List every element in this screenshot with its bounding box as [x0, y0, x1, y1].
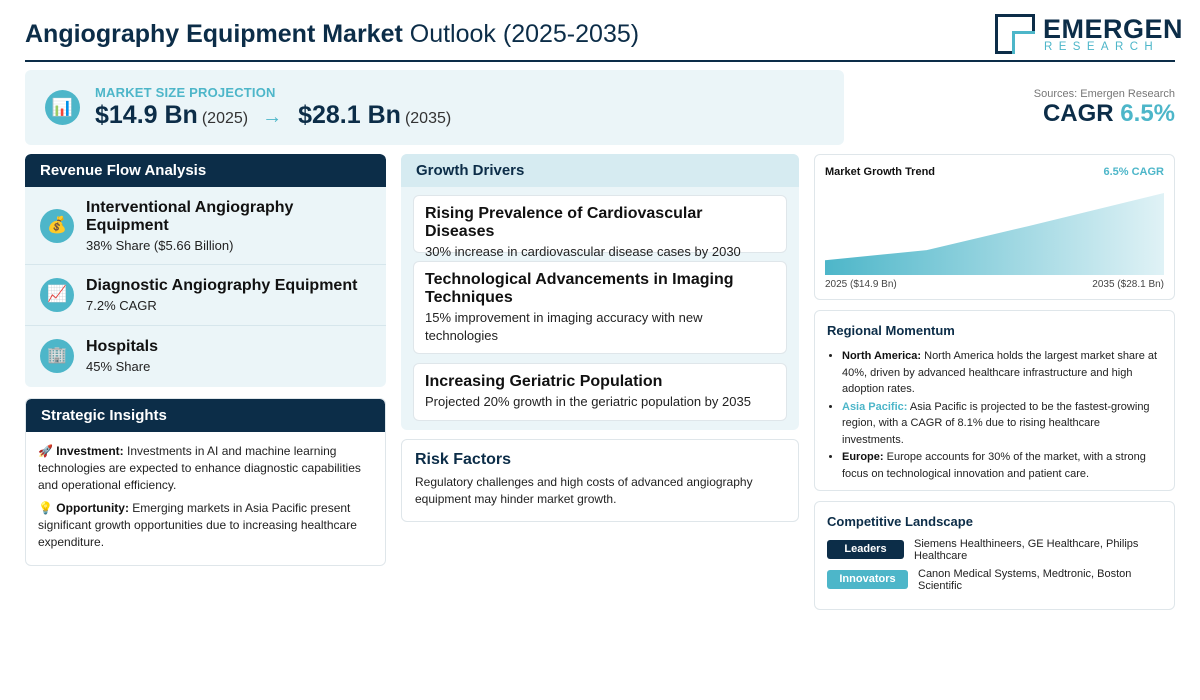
- strategic-insights-panel: Strategic Insights 🚀 Investment: Investm…: [25, 398, 386, 566]
- hospital-icon: 🏢: [40, 339, 74, 373]
- driver-title: Technological Advancements in Imaging Te…: [425, 271, 734, 306]
- risk-factors-text: Regulatory challenges and high costs of …: [415, 475, 753, 506]
- sources-note: Sources: Emergen Research: [1033, 88, 1175, 100]
- revenue-item-name: Hospitals: [86, 338, 159, 355]
- trend-start-label: 2025 ($14.9 Bn): [825, 279, 897, 290]
- growth-drivers-title: Growth Drivers: [401, 154, 799, 187]
- leaders-text: Siemens Healthineers, GE Healthcare, Phi…: [914, 538, 1139, 562]
- arrow-right-icon: →: [262, 106, 283, 128]
- innovators-badge: Innovators: [827, 570, 908, 589]
- region-name: North America:: [842, 350, 922, 362]
- revenue-item: 🏢 Hospitals 45% Share: [25, 326, 386, 387]
- driver-card: Increasing Geriatric Population Projecte…: [413, 363, 787, 421]
- revenue-item-sub: 7.2% CAGR: [86, 298, 157, 313]
- start-year: (2025): [201, 110, 249, 127]
- revenue-item-name: Interventional Angiography Equipment: [86, 199, 294, 234]
- strategic-insights-title: Strategic Insights: [26, 399, 385, 432]
- page-header: Angiography Equipment Market Outlook (20…: [25, 12, 1183, 62]
- growth-drivers-panel: Growth Drivers Rising Prevalence of Card…: [401, 154, 799, 430]
- logo-name: EMERGEN: [1043, 14, 1184, 44]
- emergen-logo: EMERGEN RESEARCH: [995, 14, 1183, 56]
- revenue-item-sub: 38% Share ($5.66 Billion): [86, 238, 234, 253]
- region-item-north-america: North America: North America holds the l…: [842, 348, 1162, 398]
- risk-factors-title: Risk Factors: [415, 451, 512, 468]
- revenue-item-name: Diagnostic Angiography Equipment: [86, 277, 358, 294]
- region-name: Europe:: [842, 451, 884, 463]
- revenue-item: 💰 Interventional Angiography Equipment 3…: [25, 187, 386, 265]
- growth-area-series: [825, 193, 1164, 275]
- regional-list: North America: North America holds the l…: [827, 348, 1162, 482]
- driver-card: Rising Prevalence of Cardiovascular Dise…: [413, 195, 787, 259]
- region-text: North America holds the largest market s…: [842, 350, 1158, 395]
- money-bag-icon: 💰: [40, 209, 74, 243]
- competitive-landscape-title: Competitive Landscape: [827, 514, 973, 529]
- insight-label: Investment:: [56, 444, 124, 458]
- insight-investment: 🚀 Investment: Investments in AI and mach…: [26, 443, 385, 494]
- region-item-asia-pacific: Asia Pacific: Asia Pacific is projected …: [842, 399, 1162, 449]
- competitive-landscape-panel: Competitive Landscape Leaders Siemens He…: [814, 501, 1175, 610]
- trend-up-icon: 📈: [40, 278, 74, 312]
- insight-label: Opportunity:: [56, 501, 129, 515]
- page-title: Angiography Equipment Market Outlook (20…: [25, 20, 639, 49]
- cagr-summary: CAGR 6.5%: [1043, 100, 1175, 128]
- market-growth-trend-card: Market Growth Trend 6.5% CAGR 2025 ($14.…: [814, 154, 1175, 300]
- projection-label: MARKET SIZE PROJECTION: [95, 85, 276, 100]
- driver-sub: Projected 20% growth in the geriatric po…: [425, 394, 751, 409]
- trend-title: Market Growth Trend: [825, 166, 936, 178]
- leaders-badge: Leaders: [827, 540, 904, 559]
- regional-momentum-title: Regional Momentum: [827, 323, 955, 338]
- insight-text: Emerging markets in Asia Pacific present…: [38, 501, 357, 549]
- bar-chart-icon: 📊: [45, 90, 80, 125]
- innovators-row: Innovators Canon Medical Systems, Medtro…: [827, 568, 1162, 594]
- revenue-flow-title: Revenue Flow Analysis: [25, 154, 386, 187]
- cagr-value: 6.5%: [1120, 100, 1175, 127]
- lightbulb-icon: 💡: [38, 501, 53, 515]
- region-name: Asia Pacific:: [842, 400, 908, 413]
- driver-card: Technological Advancements in Imaging Te…: [413, 261, 787, 354]
- driver-sub: 15% improvement in imaging accuracy with…: [425, 310, 703, 343]
- leaders-row: Leaders Siemens Healthineers, GE Healthc…: [827, 538, 1162, 564]
- insight-opportunity: 💡 Opportunity: Emerging markets in Asia …: [26, 500, 385, 551]
- logo-mark-icon: [995, 14, 1035, 54]
- end-year: (2035): [404, 110, 452, 127]
- rocket-icon: 🚀: [38, 444, 53, 458]
- cagr-label: CAGR: [1042, 100, 1114, 127]
- market-size-projection: 📊 MARKET SIZE PROJECTION $14.9 Bn (2025) →…: [25, 70, 844, 145]
- driver-title: Rising Prevalence of Cardiovascular Dise…: [425, 205, 703, 240]
- risk-factors-panel: Risk Factors Regulatory challenges and h…: [401, 439, 799, 522]
- title-rest: Outlook (2025-2035): [409, 20, 640, 48]
- trend-cagr: 6.5% CAGR: [1103, 166, 1164, 178]
- title-bold: Angiography Equipment Market: [25, 20, 403, 48]
- region-text: Europe accounts for 30% of the market, w…: [842, 451, 1146, 480]
- driver-sub: 30% increase in cardiovascular disease c…: [425, 244, 741, 259]
- start-value: $14.9 Bn: [95, 101, 198, 129]
- region-item-europe: Europe: Europe accounts for 30% of the m…: [842, 449, 1162, 482]
- innovators-text: Canon Medical Systems, Medtronic, Boston…: [918, 568, 1132, 592]
- growth-area-chart: [825, 193, 1164, 275]
- end-value: $28.1 Bn: [298, 101, 401, 129]
- revenue-item-sub: 45% Share: [86, 359, 151, 374]
- regional-momentum-panel: Regional Momentum North America: North A…: [814, 310, 1175, 491]
- revenue-item: 📈 Diagnostic Angiography Equipment 7.2% …: [25, 265, 386, 326]
- projection-values: $14.9 Bn (2025) → $28.1 Bn (2035): [95, 101, 451, 130]
- driver-title: Increasing Geriatric Population: [425, 373, 663, 390]
- revenue-flow-panel: Revenue Flow Analysis 💰 Interventional A…: [25, 154, 386, 387]
- insight-text: Investments in AI and machine learning t…: [38, 444, 361, 492]
- region-text: Asia Pacific is projected to be the fast…: [842, 400, 1150, 446]
- logo-sub: RESEARCH: [1044, 41, 1160, 53]
- trend-end-label: 2035 ($28.1 Bn): [1092, 279, 1164, 290]
